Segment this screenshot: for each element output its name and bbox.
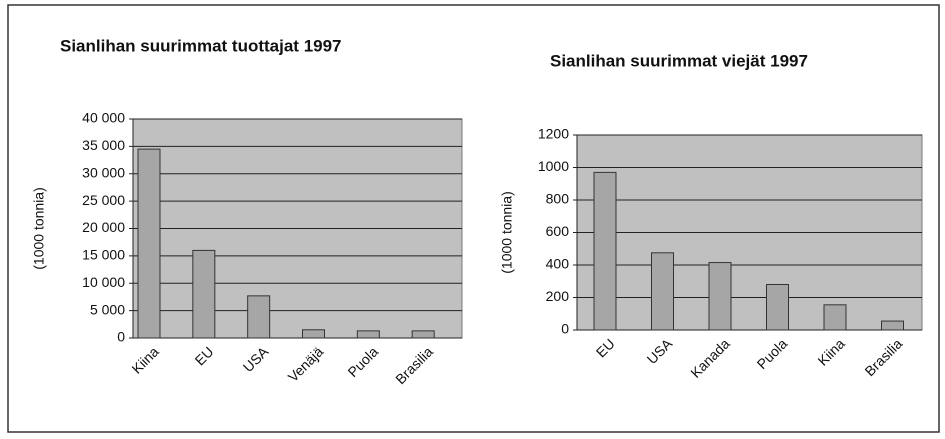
bar — [881, 320, 904, 331]
y-tick-label: 0 — [561, 321, 569, 337]
bar — [411, 330, 435, 339]
bar — [247, 295, 271, 339]
bar — [192, 249, 216, 339]
bar — [593, 171, 617, 331]
y-axis-label: (1000 tonnia) — [499, 191, 515, 274]
y-tick-label: 15 000 — [82, 247, 125, 263]
y-tick-label: 0 — [117, 329, 125, 345]
y-tick-label: 30 000 — [82, 164, 125, 180]
bar — [823, 304, 847, 331]
bar — [766, 284, 789, 331]
y-tick-label: 20 000 — [82, 219, 125, 235]
bar — [651, 252, 674, 331]
bar — [356, 330, 380, 339]
y-tick-label: 800 — [546, 191, 570, 207]
bar — [137, 148, 161, 339]
y-tick-label: 35 000 — [82, 137, 125, 153]
y-axis-label: (1000 tonnia) — [31, 187, 47, 270]
y-tick-label: 600 — [546, 223, 570, 239]
y-tick-label: 1200 — [538, 126, 569, 142]
y-tick-label: 200 — [546, 288, 570, 304]
chart-title: Sianlihan suurimmat tuottajat 1997 — [60, 36, 342, 55]
y-tick-label: 10 000 — [82, 274, 125, 290]
y-tick-label: 25 000 — [82, 192, 125, 208]
chart-title: Sianlihan suurimmat viejät 1997 — [550, 51, 808, 70]
bar — [302, 329, 325, 339]
y-tick-label: 400 — [546, 256, 570, 272]
y-tick-label: 5 000 — [90, 301, 125, 317]
y-tick-label: 1000 — [538, 158, 569, 174]
y-tick-label: 40 000 — [82, 110, 125, 126]
bar — [708, 262, 732, 331]
